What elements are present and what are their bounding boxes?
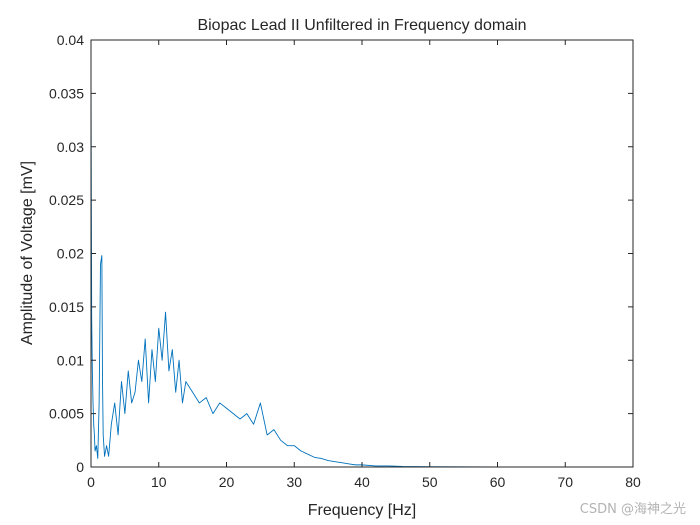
y-tick-label: 0.03 (57, 139, 84, 155)
y-tick-label: 0 (76, 459, 84, 475)
ticks-layer: 0 10 20 30 40 50 60 70 80 0 0.005 0.01 0.015 0.02 0.02… (49, 32, 641, 490)
x-tick-label: 50 (422, 474, 438, 490)
plot-area (91, 40, 633, 467)
x-tick-label: 60 (490, 474, 506, 490)
watermark-text: CSDN @海神之光 (580, 502, 686, 517)
y-tick-label: 0.01 (57, 352, 84, 368)
x-tick-label: 20 (219, 474, 235, 490)
x-tick-label: 30 (286, 474, 302, 490)
x-tick-label: 10 (151, 474, 167, 490)
y-tick-label: 0.025 (49, 192, 84, 208)
y-tick-label: 0.035 (49, 85, 84, 101)
x-tick-label: 40 (354, 474, 370, 490)
x-tick-label: 80 (625, 474, 641, 490)
y-tick-label: 0.005 (49, 406, 84, 422)
series-layer (90, 61, 633, 468)
y-tick-label: 0.02 (57, 246, 84, 262)
x-tick-label: 70 (557, 474, 573, 490)
y-tick-label: 0.04 (57, 32, 84, 48)
series-line (90, 61, 633, 468)
x-tick-label: 0 (87, 474, 95, 490)
plot-frame (90, 39, 634, 468)
x-axis-label: Frequency [Hz] (308, 502, 416, 519)
chart-title: Biopac Lead II Unfiltered in Frequency d… (197, 17, 526, 34)
y-tick-label: 0.015 (49, 299, 84, 315)
y-axis-label: Amplitude of Voltage [mV] (19, 161, 36, 345)
